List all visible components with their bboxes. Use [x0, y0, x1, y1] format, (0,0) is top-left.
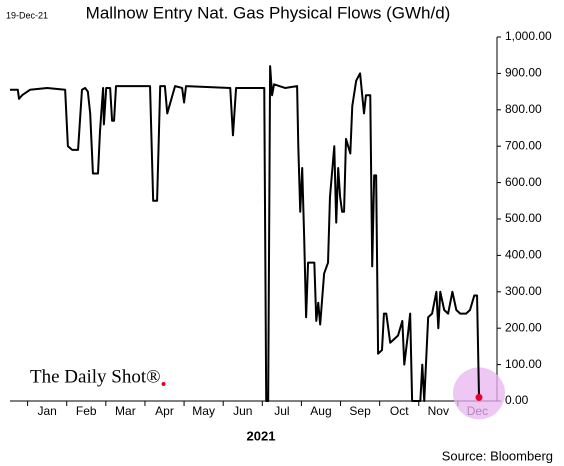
logo-dot — [161, 382, 166, 386]
y-tick-label: 200.00 — [505, 320, 542, 334]
logo: The Daily Shot® — [30, 366, 161, 387]
x-tick-label: Apr — [155, 404, 174, 418]
y-tick-label: 800.00 — [505, 102, 542, 116]
x-tick-label: Jun — [233, 404, 252, 418]
y-tick-label: 700.00 — [505, 138, 542, 152]
x-tick-label: Sep — [349, 404, 371, 418]
last-point-marker — [475, 393, 483, 401]
y-tick-label: 1,000.00 — [505, 29, 552, 43]
x-tick-label: Feb — [76, 404, 97, 418]
x-tick-label: Oct — [390, 404, 409, 418]
x-tick-label: Jan — [37, 404, 56, 418]
y-tick-label: 100.00 — [505, 357, 542, 371]
x-tick-label: Nov — [428, 404, 449, 418]
y-tick-label: 600.00 — [505, 175, 542, 189]
y-tick-label: 300.00 — [505, 284, 542, 298]
source: Source: Bloomberg — [442, 448, 553, 463]
x-tick-label: Mar — [115, 404, 136, 418]
x-tick-label: Aug — [310, 404, 331, 418]
y-tick-label: 500.00 — [505, 211, 542, 225]
series-line — [10, 65, 481, 402]
x-axis-label: 2021 — [247, 428, 276, 443]
date-stamp: 19-Dec-21 — [6, 10, 48, 20]
y-tick-label: 0.00 — [505, 393, 529, 407]
chart-title: Mallnow Entry Nat. Gas Physical Flows (G… — [86, 3, 451, 22]
x-tick-label: May — [192, 404, 215, 418]
y-tick-label: 900.00 — [505, 66, 542, 80]
y-tick-label: 400.00 — [505, 248, 542, 262]
x-tick-label: Jul — [274, 404, 289, 418]
